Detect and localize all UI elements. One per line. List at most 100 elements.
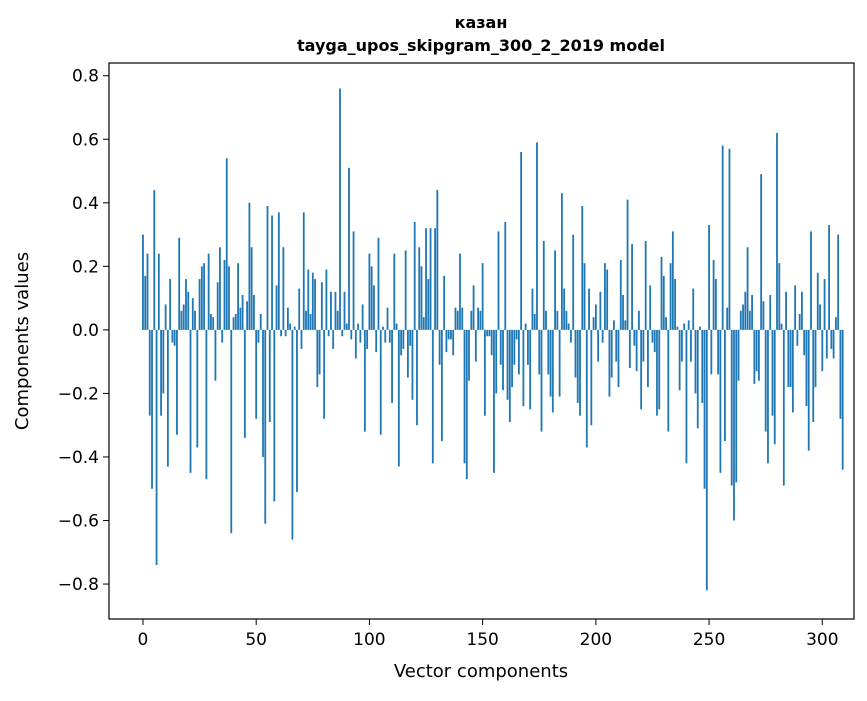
bar-274 xyxy=(762,301,765,330)
bar-305 xyxy=(832,329,835,359)
bar-197 xyxy=(588,288,590,330)
bar-190 xyxy=(572,234,575,330)
bar-244 xyxy=(694,329,697,394)
bar-24 xyxy=(196,329,199,448)
bar-94 xyxy=(354,329,357,359)
bar-246 xyxy=(699,326,701,330)
bar-93 xyxy=(352,231,355,330)
bar-46 xyxy=(246,301,249,330)
bar-65 xyxy=(289,323,292,330)
bar-280 xyxy=(776,132,778,330)
bar-131 xyxy=(438,329,441,365)
bar-133 xyxy=(443,275,446,330)
bar-222 xyxy=(644,240,647,330)
bar-273 xyxy=(760,174,763,330)
bar-116 xyxy=(404,250,407,330)
bar-27 xyxy=(203,263,206,330)
bar-260 xyxy=(730,329,733,486)
bar-202 xyxy=(599,291,602,330)
bar-64 xyxy=(286,307,289,330)
bar-309 xyxy=(841,329,844,470)
bar-96 xyxy=(359,329,362,343)
bar-86 xyxy=(336,310,339,330)
bar-226 xyxy=(653,329,656,353)
bar-10 xyxy=(164,304,167,330)
bar-67 xyxy=(293,326,296,330)
x-tick-label: 100 xyxy=(353,630,385,650)
bar-35 xyxy=(221,329,224,343)
bar-269 xyxy=(751,294,753,330)
bar-299 xyxy=(819,304,821,330)
bar-91 xyxy=(348,167,350,330)
bar-30 xyxy=(209,313,212,330)
bar-242 xyxy=(690,329,692,362)
bar-271 xyxy=(755,329,758,372)
x-tick-label: 150 xyxy=(466,630,498,650)
bar-157 xyxy=(497,231,500,330)
bar-76 xyxy=(314,279,316,330)
bar-256 xyxy=(721,145,724,330)
bar-189 xyxy=(570,329,572,343)
bar-265 xyxy=(742,304,744,330)
bar-120 xyxy=(413,221,416,330)
bar-308 xyxy=(839,329,842,419)
bar-141 xyxy=(461,307,464,330)
bar-159 xyxy=(502,329,504,391)
bar-149 xyxy=(479,310,482,330)
bar-270 xyxy=(753,329,756,384)
bar-192 xyxy=(576,329,579,403)
bar-114 xyxy=(400,329,403,356)
bar-304 xyxy=(830,329,833,349)
bar-263 xyxy=(737,329,740,381)
bar-164 xyxy=(513,329,516,365)
bar-16 xyxy=(178,237,181,330)
bar-62 xyxy=(282,247,285,330)
bar-58 xyxy=(273,329,276,502)
bar-165 xyxy=(515,329,518,340)
bar-290 xyxy=(798,313,801,330)
bar-264 xyxy=(739,310,742,330)
bar-289 xyxy=(796,329,799,346)
bar-205 xyxy=(606,269,609,330)
bar-262 xyxy=(735,329,738,483)
bar-300 xyxy=(821,329,824,372)
bar-278 xyxy=(771,329,774,416)
bar-83 xyxy=(330,291,332,330)
bar-142 xyxy=(463,329,466,464)
bar-292 xyxy=(803,329,806,356)
bar-225 xyxy=(651,329,654,343)
bar-119 xyxy=(411,329,414,400)
bar-267 xyxy=(746,247,749,330)
bar-146 xyxy=(472,285,475,330)
bar-307 xyxy=(837,234,840,330)
bar-161 xyxy=(506,329,509,400)
bar-29 xyxy=(207,253,210,330)
bar-101 xyxy=(370,266,373,330)
bar-180 xyxy=(549,329,552,397)
bar-293 xyxy=(805,329,808,407)
bar-283 xyxy=(782,329,785,486)
bar-208 xyxy=(613,320,615,330)
bar-8 xyxy=(160,329,162,416)
bar-288 xyxy=(794,285,797,330)
bar-177 xyxy=(542,240,545,330)
bar-279 xyxy=(773,329,776,445)
bar-61 xyxy=(280,329,282,337)
bar-89 xyxy=(343,291,346,330)
bar-254 xyxy=(717,329,720,375)
y-tick-label: −0.4 xyxy=(58,448,99,468)
bar-198 xyxy=(590,329,593,426)
bar-103 xyxy=(375,329,378,353)
bar-235 xyxy=(674,279,677,330)
bar-191 xyxy=(574,329,577,378)
bar-95 xyxy=(357,323,359,330)
bar-99 xyxy=(366,329,369,349)
bar-127 xyxy=(429,228,432,330)
bar-277 xyxy=(769,294,772,330)
bar-259 xyxy=(728,148,731,330)
bar-2 xyxy=(146,253,149,330)
bar-33 xyxy=(216,282,219,330)
bar-231 xyxy=(665,317,667,330)
